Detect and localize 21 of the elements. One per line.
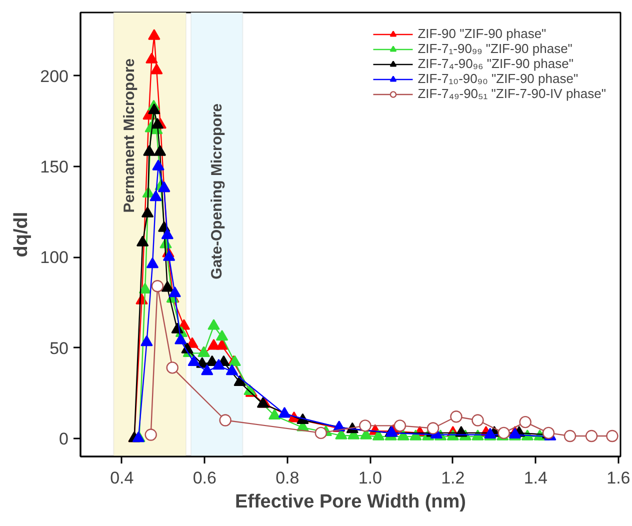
legend-label: ZIF-7₁-90₉₉ "ZIF-90 phase" — [418, 41, 572, 56]
band-label: Permanent Micropore — [121, 58, 138, 213]
legend-label: ZIF-7₄-90₉₆ "ZIF-90 phase" — [418, 56, 574, 71]
y-tick-label: 50 — [50, 338, 69, 358]
legend-label: ZIF-90 "ZIF-90 phase" — [418, 26, 546, 41]
y-axis-title: dq/dl — [11, 212, 32, 258]
legend-label: ZIF-7₁₀-90₉₀ "ZIF-90 phase" — [418, 71, 578, 86]
x-tick-label: 0.4 — [110, 468, 134, 488]
legend-label: ZIF-7₄₉-90₅₁ "ZIF-7-90-IV phase" — [418, 86, 606, 101]
y-tick-label: 0 — [59, 429, 69, 448]
x-tick-label: 0.6 — [192, 468, 216, 488]
x-tick-label: 1.0 — [358, 468, 382, 488]
x-axis-title: Effective Pore Width (nm) — [234, 492, 466, 512]
x-tick-label: 1.2 — [441, 468, 465, 488]
x-tick-label: 0.8 — [276, 468, 300, 488]
y-tick-label: 200 — [40, 66, 69, 86]
y-tick-label: 100 — [40, 248, 69, 268]
x-tick-label: 1.4 — [524, 468, 548, 488]
x-tick-label: 1.6 — [606, 468, 630, 488]
y-tick-label: 150 — [40, 158, 69, 177]
band-label: Gate-Opening Micropore — [208, 103, 226, 280]
